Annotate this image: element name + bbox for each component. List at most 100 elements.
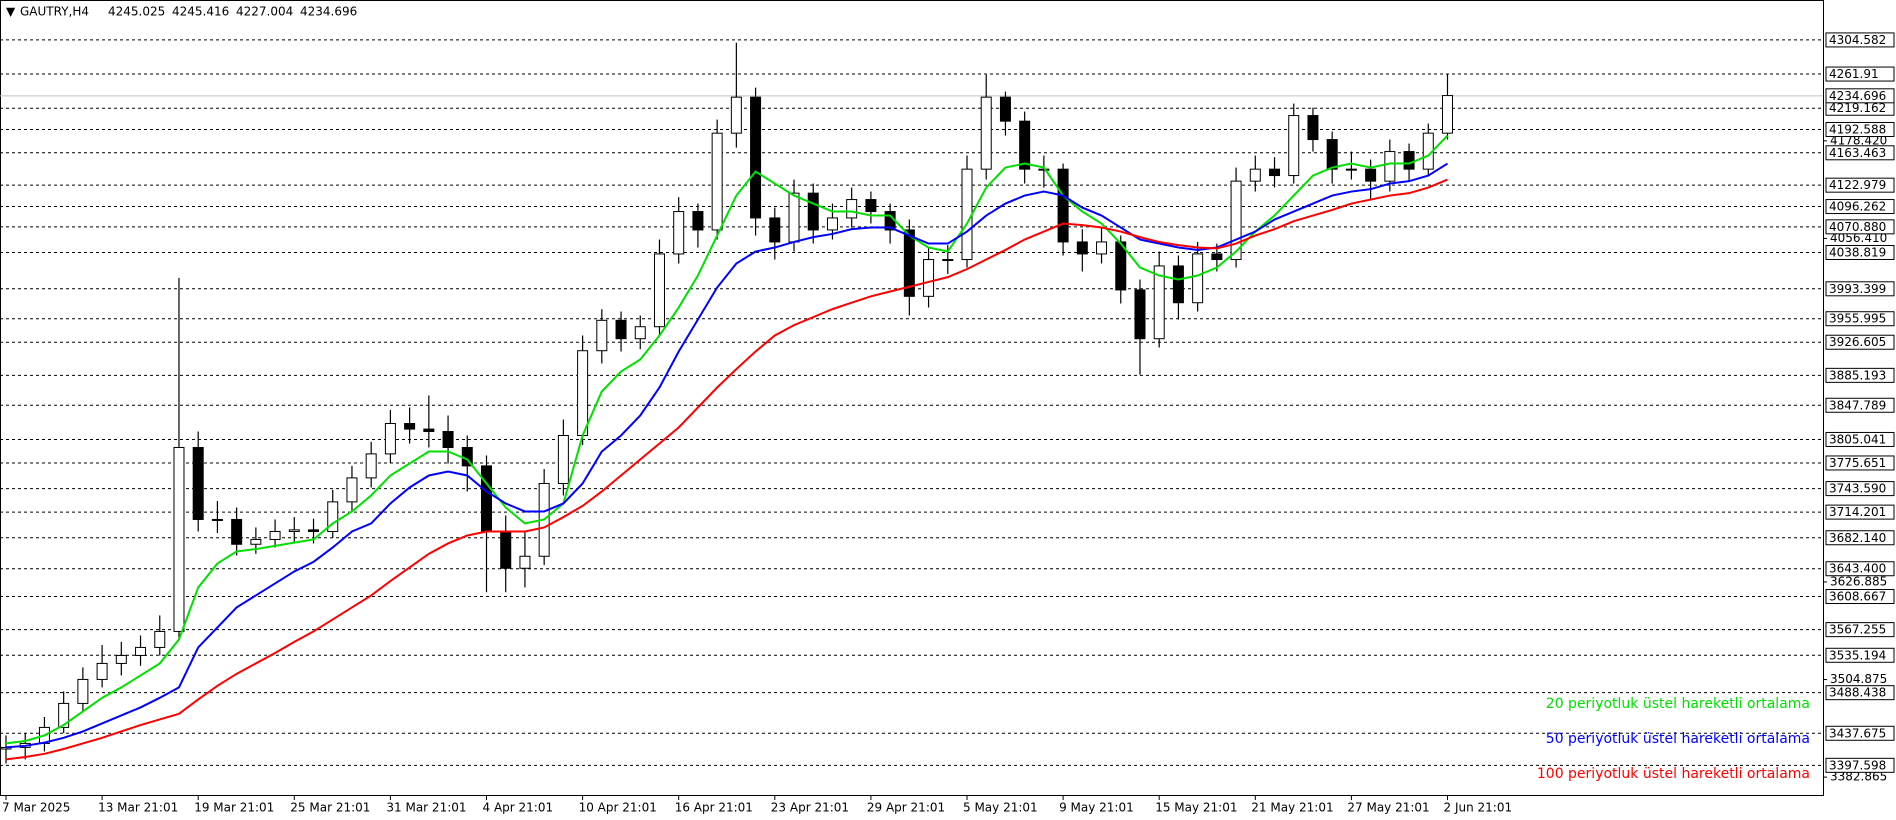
price-label-box	[1825, 88, 1895, 104]
level-label-box	[1825, 455, 1895, 471]
level-label-box	[1825, 219, 1895, 235]
candle-body	[788, 192, 800, 243]
candle-body	[115, 654, 127, 664]
level-label-box	[1825, 647, 1895, 663]
candle-body	[1442, 95, 1453, 134]
candle-body	[653, 253, 665, 328]
y-tick-label: 3382.865	[1830, 770, 1887, 784]
candle-body	[1192, 253, 1204, 304]
x-tick-label: 25 Mar 21:01	[290, 801, 370, 815]
level-label-box	[1825, 177, 1895, 193]
price-axis: 4178.4204056.4103626.8853504.8753382.865…	[1823, 32, 1895, 784]
level-label: 3955.995	[1829, 312, 1886, 326]
candle-body	[596, 319, 608, 352]
candle-body	[769, 217, 781, 243]
candle-body	[231, 518, 243, 545]
level-label-box	[1825, 530, 1895, 546]
candle-body	[442, 430, 454, 448]
level-label-box	[1825, 589, 1895, 605]
ema-lines	[5, 134, 1449, 761]
candle-body	[923, 259, 935, 297]
candle-body	[1057, 168, 1069, 243]
x-tick-label: 5 May 21:01	[963, 801, 1038, 815]
candle-body	[327, 501, 339, 532]
candle-body	[634, 326, 646, 340]
candle-body	[173, 446, 185, 632]
x-tick-label: 10 Apr 21:01	[579, 801, 657, 815]
legend-entry: 20 periyotluk üstel hareketli ortalama	[1546, 696, 1810, 712]
level-label-box	[1825, 121, 1895, 137]
x-tick-label: 2 Jun 21:01	[1444, 801, 1513, 815]
candle-body	[673, 211, 685, 255]
candle-body	[1211, 253, 1223, 261]
level-label: 3397.598	[1829, 758, 1886, 772]
level-label-box	[1825, 685, 1895, 701]
price-label: 4234.696	[1829, 89, 1886, 103]
candle-body	[365, 453, 377, 479]
ema-line	[5, 178, 1448, 761]
level-label-box	[1825, 622, 1895, 638]
candle-body	[903, 229, 915, 297]
level-label: 4261.91	[1829, 67, 1879, 81]
candle-body	[1134, 289, 1146, 340]
level-label: 3847.789	[1829, 398, 1886, 412]
candle-body	[77, 678, 89, 704]
candle-body	[1115, 241, 1127, 291]
level-label-box	[1825, 367, 1895, 383]
candle-body	[1153, 265, 1165, 340]
level-label-box	[1825, 561, 1895, 577]
candle-body	[519, 555, 531, 569]
x-tick-label: 21 May 21:01	[1251, 801, 1333, 815]
candle-body	[58, 702, 70, 728]
level-label: 3682.140	[1829, 531, 1886, 545]
candle-body	[269, 530, 281, 540]
candle-body	[961, 168, 973, 261]
level-label: 4219.162	[1829, 101, 1886, 115]
level-label-box	[1825, 725, 1895, 741]
x-tick-label: 16 Apr 21:01	[675, 801, 753, 815]
candle-body	[404, 422, 416, 430]
candle-body	[1307, 115, 1319, 141]
x-tick-label: 7 Mar 2025	[2, 801, 70, 815]
x-tick-label: 19 Mar 21:01	[194, 801, 274, 815]
candle-body	[1096, 241, 1108, 255]
candle-body	[211, 518, 223, 521]
header-value: 4245.416	[172, 5, 229, 19]
candle-body	[1365, 168, 1377, 182]
level-label: 3885.193	[1829, 368, 1886, 382]
candle-body	[1230, 180, 1242, 261]
level-label: 4163.463	[1829, 146, 1886, 160]
header-values: 4245.025 4245.416 4227.004 4234.696	[108, 5, 357, 19]
candle-body	[1345, 168, 1357, 171]
candle-body	[1076, 241, 1088, 255]
candle-body	[500, 530, 512, 569]
candle-body	[750, 96, 762, 219]
candle-body	[288, 529, 300, 532]
header-arrow: ▼	[6, 5, 16, 19]
y-tick-label: 3504.875	[1830, 672, 1887, 686]
x-tick-label: 9 May 21:01	[1059, 801, 1134, 815]
legend-entry: 100 periyotluk üstel hareketli ortalama	[1537, 766, 1810, 782]
candle-body	[807, 192, 819, 231]
header-value: 4234.696	[300, 5, 357, 19]
candle-body	[615, 319, 627, 340]
level-label: 3608.667	[1829, 590, 1886, 604]
candle-body	[846, 199, 858, 219]
candle-body	[577, 350, 589, 436]
candle-body	[250, 538, 262, 545]
level-label: 4038.819	[1829, 245, 1886, 259]
level-label: 4096.262	[1829, 200, 1886, 214]
level-label: 4192.588	[1829, 122, 1886, 136]
y-tick-label: 3626.885	[1830, 574, 1887, 588]
candle-body	[1269, 168, 1281, 177]
candle-body	[1172, 265, 1184, 304]
level-label: 3775.651	[1829, 456, 1886, 470]
level-label: 3535.194	[1829, 648, 1886, 662]
candle-body	[135, 646, 147, 656]
level-label-box	[1825, 244, 1895, 260]
symbol-title: GAUTRY,H4	[20, 5, 89, 19]
level-label-box	[1825, 145, 1895, 161]
level-label: 3805.041	[1829, 432, 1886, 446]
level-label: 4122.979	[1829, 178, 1886, 192]
x-tick-label: 15 May 21:01	[1155, 801, 1237, 815]
